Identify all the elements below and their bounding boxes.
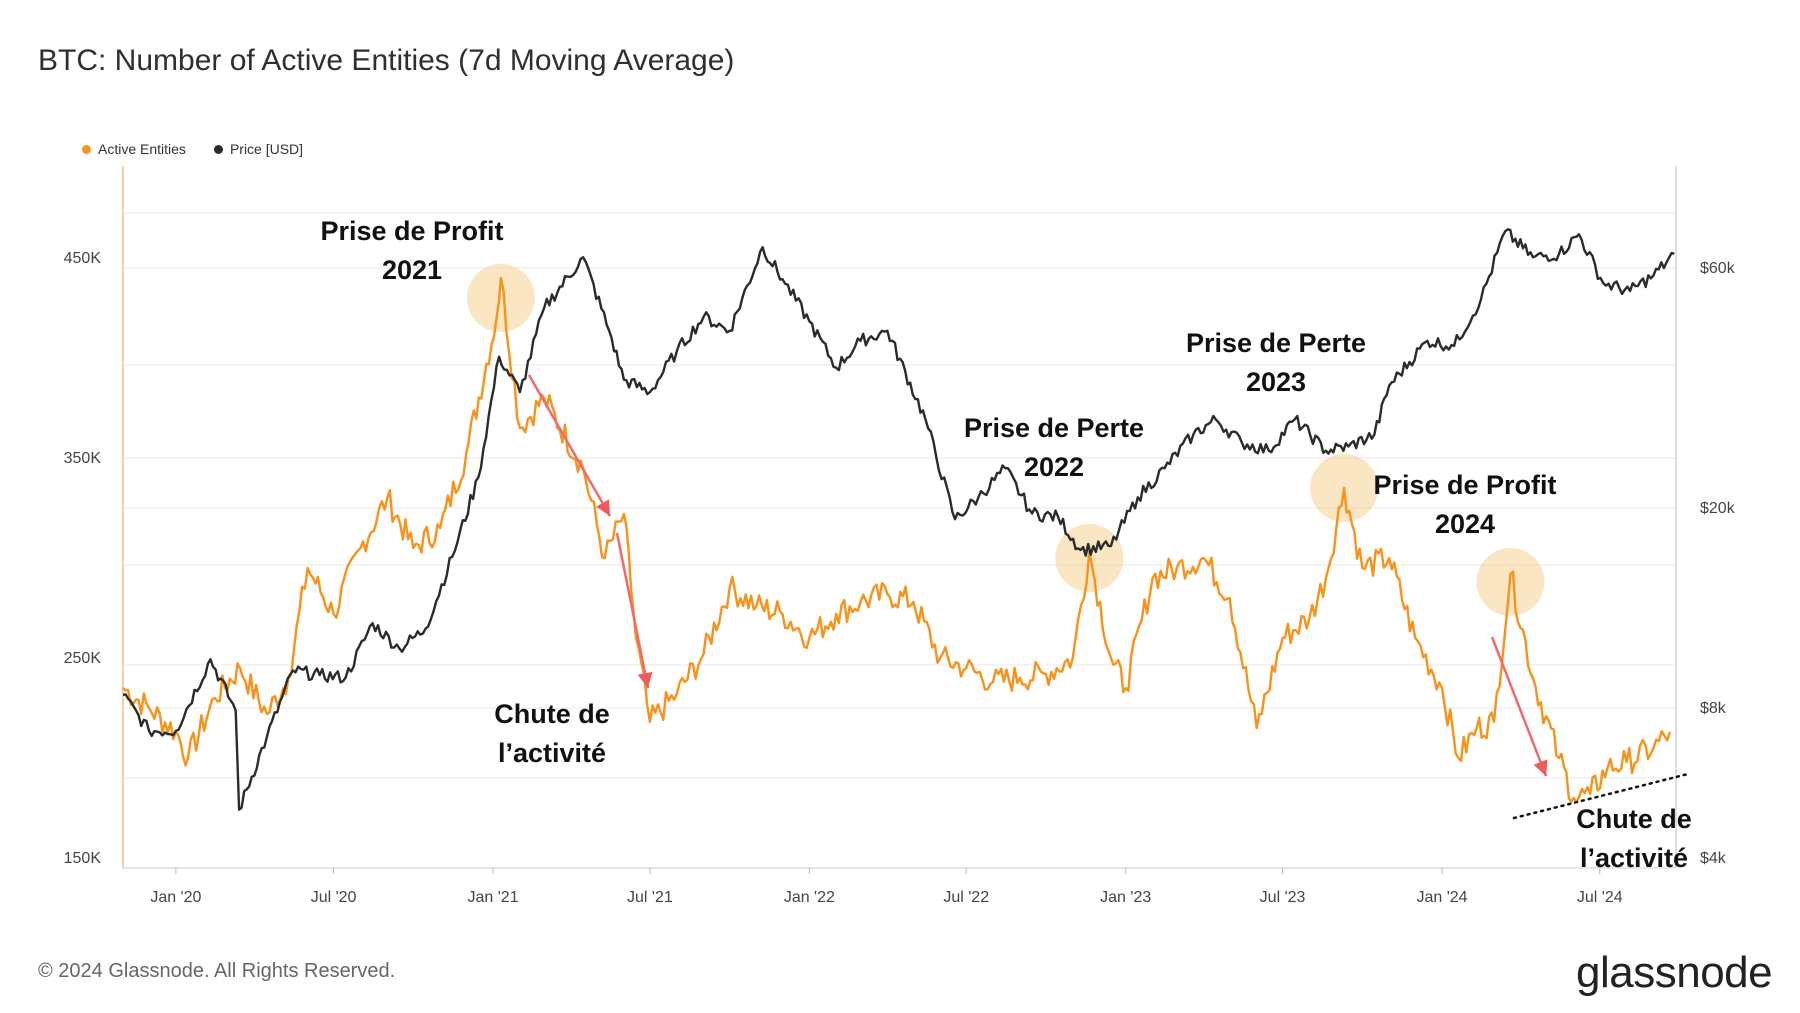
annotation-label-6-line-1: Chute de <box>1576 804 1692 834</box>
legend-item-active-entities[interactable]: Active Entities <box>82 141 186 157</box>
chart-title: BTC: Number of Active Entities (7d Movin… <box>38 44 735 77</box>
y-left-tick-label: 150K <box>64 850 102 867</box>
annotation-label-1-line-1: Prise de Profit <box>320 216 503 246</box>
legend-swatch-active-entities <box>82 144 91 154</box>
legend-label-price: Price [USD] <box>229 141 304 157</box>
x-tick-label: Jan '20 <box>150 889 201 906</box>
legend-item-price[interactable]: Price [USD] <box>213 141 304 157</box>
legend-label-active-entities: Active Entities <box>98 141 186 157</box>
annotation-label-2-line-2: 2022 <box>1024 452 1084 482</box>
y-right-tick-label: $8k <box>1700 700 1727 717</box>
y-left-tick-label: 250K <box>64 650 102 667</box>
legend-swatch-price <box>213 144 223 154</box>
legend: Active Entities Price [USD] <box>82 141 303 157</box>
x-tick-label: Jan '24 <box>1416 889 1467 906</box>
annotation-label-4-line-1: Prise de Profit <box>1373 470 1556 500</box>
annotation-label-4-line-2: 2024 <box>1435 509 1495 539</box>
annotation-label-6-line-2: l’activité <box>1580 843 1688 873</box>
annotation-label-5-line-2: l’activité <box>498 738 606 768</box>
copyright-text: © 2024 Glassnode. All Rights Reserved. <box>38 960 396 982</box>
y-right-tick-label: $20k <box>1700 500 1736 517</box>
annotation-label-3-line-2: 2023 <box>1246 367 1306 397</box>
x-tick-label: Jul '22 <box>943 889 989 906</box>
annotation-label-3-line-1: Prise de Perte <box>1186 328 1366 358</box>
trend-arrow-2 <box>615 532 653 689</box>
support-trendline <box>1512 772 1690 820</box>
y-right-tick-label: $60k <box>1700 260 1736 277</box>
trend-arrow-1 <box>527 374 612 517</box>
glassnode-logo: glassnode <box>1576 948 1773 997</box>
y-left-tick-label: 450K <box>64 250 102 267</box>
x-tick-label: Jan '23 <box>1100 889 1151 906</box>
series-line-price[interactable] <box>122 228 1675 811</box>
x-tick-label: Jul '24 <box>1577 889 1623 906</box>
x-tick-label: Jan '22 <box>784 889 835 906</box>
y-right-tick-label: $4k <box>1700 850 1727 867</box>
x-tick-label: Jul '23 <box>1260 889 1306 906</box>
series-line-active-entities[interactable] <box>122 276 1672 804</box>
x-tick-label: Jan '21 <box>468 889 519 906</box>
highlight-circle-1 <box>466 264 535 332</box>
x-tick-label: Jul '20 <box>311 889 357 906</box>
y-left-tick-label: 350K <box>64 450 102 467</box>
annotation-label-2-line-1: Prise de Perte <box>964 413 1144 443</box>
annotation-label-5-line-1: Chute de <box>494 699 610 729</box>
annotation-label-1-line-2: 2021 <box>382 255 442 285</box>
trend-arrow-3 <box>1490 636 1548 777</box>
x-tick-label: Jul '21 <box>627 889 673 906</box>
